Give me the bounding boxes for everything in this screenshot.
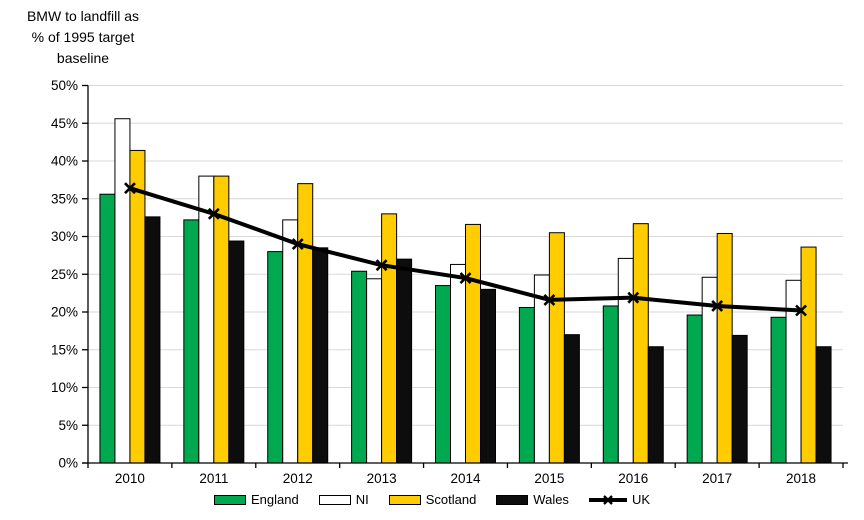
x-tick-label: 2017 (702, 471, 732, 486)
uk-marker-2017 (711, 300, 724, 312)
uk-marker-2012 (291, 238, 304, 250)
bar-scotland-2016 (632, 223, 649, 464)
bar-wales-2011 (228, 240, 245, 464)
legend-item-scotland: Scotland (388, 492, 477, 507)
legend-label-wales: Wales (533, 492, 569, 507)
x-tick-label: 2013 (367, 471, 397, 486)
x-tick-label: 2018 (786, 471, 816, 486)
legend: England NI Scotland Wales UK (0, 492, 864, 507)
y-tick-label: 25% (51, 267, 78, 282)
bar-england-2018 (770, 316, 787, 464)
legend-label-uk: UK (631, 492, 650, 507)
y-tick-label: 10% (51, 380, 78, 395)
bar-wales-2015 (563, 334, 580, 464)
bar-wales-2016 (647, 346, 664, 464)
bar-scotland-2018 (800, 246, 817, 464)
bar-scotland-2012 (297, 183, 314, 464)
bar-ni-2012 (282, 219, 299, 464)
bar-england-2014 (435, 285, 451, 464)
bar-england-2016 (602, 305, 619, 464)
bar-england-2017 (686, 314, 703, 464)
england-swatch-icon (213, 494, 246, 505)
bar-scotland-2014 (465, 223, 481, 464)
y-tick-label: 20% (51, 305, 78, 320)
uk-marker-2014 (459, 272, 472, 284)
bar-wales-2013 (396, 258, 413, 464)
legend-label-england: England (250, 492, 299, 507)
legend-label-ni: NI (355, 492, 369, 507)
x-tick-label: 2011 (199, 471, 228, 486)
bar-wales-2010 (144, 216, 161, 464)
x-tick-label: 2010 (115, 471, 145, 486)
bar-ni-2014 (450, 263, 466, 464)
uk-marker-2010 (124, 182, 136, 195)
y-tick-label: 0% (58, 456, 78, 471)
bar-scotland-2015 (548, 232, 565, 464)
y-tick-label: 30% (51, 229, 78, 244)
bar-england-2012 (267, 251, 284, 464)
bar-wales-2018 (815, 346, 832, 464)
y-tick-label: 15% (51, 342, 78, 357)
bar-ni-2011 (198, 175, 215, 464)
bar-wales-2017 (731, 334, 748, 464)
bar-ni-2013 (366, 278, 383, 464)
wales-swatch-icon (496, 494, 529, 505)
bar-england-2010 (99, 193, 116, 464)
y-tick-label: 35% (51, 191, 78, 206)
bar-scotland-2013 (381, 213, 398, 464)
uk-marker-2018 (795, 304, 807, 317)
uk-marker-2011 (207, 207, 220, 220)
bar-ni-2016 (617, 257, 634, 464)
legend-item-wales: Wales (496, 492, 569, 507)
y-tick-label: 50% (51, 78, 78, 93)
legend-label-scotland: Scotland (425, 492, 477, 507)
bar-ni-2010 (114, 118, 131, 464)
x-tick-label: 2012 (283, 471, 313, 486)
bar-england-2013 (351, 270, 368, 464)
bar-wales-2012 (312, 247, 329, 464)
uk-marker-2015 (543, 294, 556, 306)
scotland-swatch-icon (388, 494, 421, 505)
ni-swatch-icon (318, 494, 351, 505)
uk-marker-2016 (627, 291, 640, 304)
bar-wales-2014 (480, 288, 496, 464)
y-axis-title: BMW to landfill as % of 1995 target base… (26, 8, 140, 66)
uk-marker-2013 (375, 259, 388, 272)
x-tick-label: 2016 (618, 471, 648, 486)
y-tick-label: 45% (51, 116, 78, 131)
legend-item-england: England (213, 492, 299, 507)
bar-england-2011 (183, 219, 200, 464)
uk-line-icon (588, 494, 627, 506)
x-tick-label: 2014 (450, 471, 481, 486)
bar-scotland-2010 (129, 149, 146, 464)
y-tick-label: 40% (51, 154, 78, 169)
bar-scotland-2017 (716, 232, 733, 464)
legend-item-ni: NI (318, 492, 369, 507)
x-tick-label: 2015 (534, 471, 564, 486)
bar-england-2015 (518, 306, 535, 464)
legend-item-uk: UK (588, 492, 650, 507)
y-tick-label: 5% (58, 418, 78, 433)
